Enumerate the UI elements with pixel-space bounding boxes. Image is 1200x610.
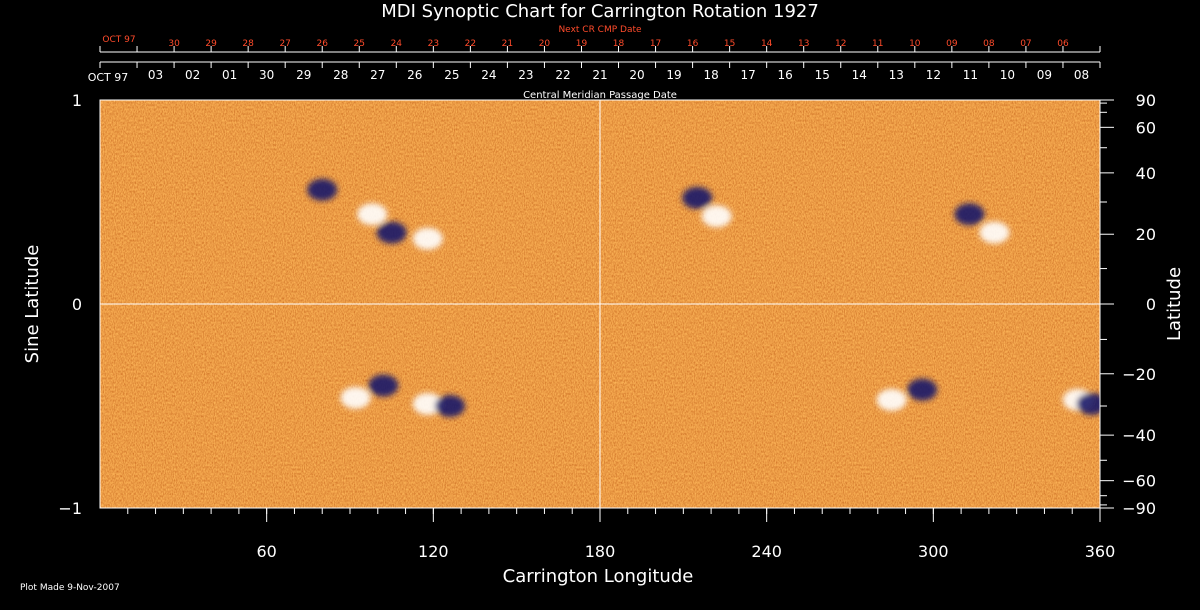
chart-title: MDI Synoptic Chart for Carrington Rotati… (381, 1, 819, 22)
next-cmp-date-label: 20 (539, 39, 551, 49)
positive-field-region (876, 388, 907, 411)
cmp-date-label: 19 (666, 68, 681, 82)
y-right-tick-label: 0 (1146, 295, 1156, 314)
negative-field-region (682, 186, 713, 209)
next-cmp-date-label: 22 (465, 39, 476, 49)
y-axis-label-left: Sine Latitude (22, 245, 43, 364)
cmp-date-label: 21 (592, 68, 607, 82)
y-right-tick-label: 40 (1136, 164, 1156, 183)
next-cmp-date-label: 29 (205, 39, 217, 49)
cmp-date-label: 13 (889, 68, 904, 82)
next-cmp-date-label: 09 (946, 39, 958, 49)
next-cmp-date-label: 27 (279, 39, 290, 49)
negative-field-region (1076, 392, 1100, 415)
cmp-date-label: 25 (444, 68, 459, 82)
x-tick-label: 120 (418, 542, 449, 561)
x-tick-label: 240 (751, 542, 782, 561)
next-cmp-date-label: 16 (687, 39, 699, 49)
next-cmp-date-label: 12 (835, 39, 846, 49)
cmp-date-label: 24 (481, 68, 496, 82)
next-cmp-start-label: OCT 97 (102, 35, 135, 45)
cmp-date-label: 09 (1037, 68, 1052, 82)
cmp-date-label: 28 (333, 68, 348, 82)
y-right-tick-label: −90 (1122, 499, 1156, 518)
cmp-date-label: 23 (518, 68, 533, 82)
next-cmp-date-label: 19 (576, 39, 588, 49)
next-cmp-date-label: 10 (909, 39, 921, 49)
y-right-tick-label: −40 (1122, 426, 1156, 445)
negative-field-region (307, 178, 338, 201)
cmp-date-label: 30 (259, 68, 274, 82)
cmp-date-label: 08 (1074, 68, 1089, 82)
cmp-date-label: 10 (1000, 68, 1015, 82)
cmp-date-label: 01 (222, 68, 237, 82)
next-cmp-date-label: 13 (798, 39, 809, 49)
y-left-tick-label: 1 (72, 91, 82, 110)
positive-field-region (979, 221, 1010, 244)
next-cmp-date-label: 25 (354, 39, 365, 49)
x-tick-label: 60 (256, 542, 276, 561)
x-axis-label: Carrington Longitude (503, 566, 694, 587)
plot-made-note: Plot Made 9-Nov-2007 (20, 583, 120, 593)
next-cmp-date-label: 15 (724, 39, 735, 49)
next-cmp-date-label: 26 (316, 39, 328, 49)
cmp-date-label: 17 (741, 68, 756, 82)
x-tick-label: 300 (918, 542, 949, 561)
next-cmp-date-label: 21 (502, 39, 513, 49)
positive-field-region (412, 227, 443, 250)
cmp-date-label: 27 (370, 68, 385, 82)
cmp-date-label: 16 (778, 68, 793, 82)
cmp-date-label: 29 (296, 68, 311, 82)
cmp-date-label: 15 (815, 68, 830, 82)
y-left-tick-label: −1 (58, 499, 82, 518)
cmp-date-label: 14 (852, 68, 867, 82)
next-cmp-date-label: 23 (428, 39, 439, 49)
next-cmp-date-label: 17 (650, 39, 661, 49)
y-axis-label-right: Latitude (1164, 267, 1185, 341)
next-cmp-date-label: 30 (168, 39, 180, 49)
negative-field-region (954, 203, 985, 226)
next-cmp-date-label: 11 (872, 39, 883, 49)
next-cmp-date-label: 18 (613, 39, 625, 49)
negative-field-region (376, 221, 407, 244)
cmp-date-label: 26 (407, 68, 422, 82)
positive-field-region (357, 203, 388, 226)
y-right-tick-label: 20 (1136, 225, 1156, 244)
cmp-start-label: OCT 97 (88, 71, 129, 84)
cmp-axis-label: Central Meridian Passage Date (523, 90, 677, 101)
positive-field-region (412, 392, 443, 415)
cmp-date-label: 02 (185, 68, 200, 82)
next-cmp-date-label: 28 (242, 39, 254, 49)
positive-field-region (701, 205, 732, 228)
next-cmp-date-label: 24 (391, 39, 403, 49)
x-tick-label: 360 (1085, 542, 1116, 561)
y-right-tick-label: −60 (1122, 472, 1156, 491)
x-tick-label: 180 (585, 542, 616, 561)
positive-field-region (340, 386, 371, 409)
next-cmp-label: Next CR CMP Date (558, 25, 642, 35)
next-cmp-date-label: 08 (983, 39, 995, 49)
next-cmp-date-label: 06 (1057, 39, 1069, 49)
cmp-date-label: 12 (926, 68, 941, 82)
y-right-tick-label: 90 (1136, 91, 1156, 110)
cmp-date-label: 18 (703, 68, 718, 82)
y-right-tick-label: 60 (1136, 118, 1156, 137)
cmp-date-label: 03 (148, 68, 163, 82)
cmp-date-label: 22 (555, 68, 570, 82)
y-left-tick-label: 0 (72, 295, 82, 314)
next-cmp-date-label: 14 (761, 39, 773, 49)
cmp-date-label: 20 (629, 68, 644, 82)
y-right-tick-label: −20 (1122, 365, 1156, 384)
negative-field-region (435, 395, 465, 417)
negative-field-region (907, 378, 938, 401)
next-cmp-date-label: 07 (1020, 39, 1031, 49)
cmp-date-label: 11 (963, 68, 978, 82)
negative-field-region (368, 374, 399, 397)
